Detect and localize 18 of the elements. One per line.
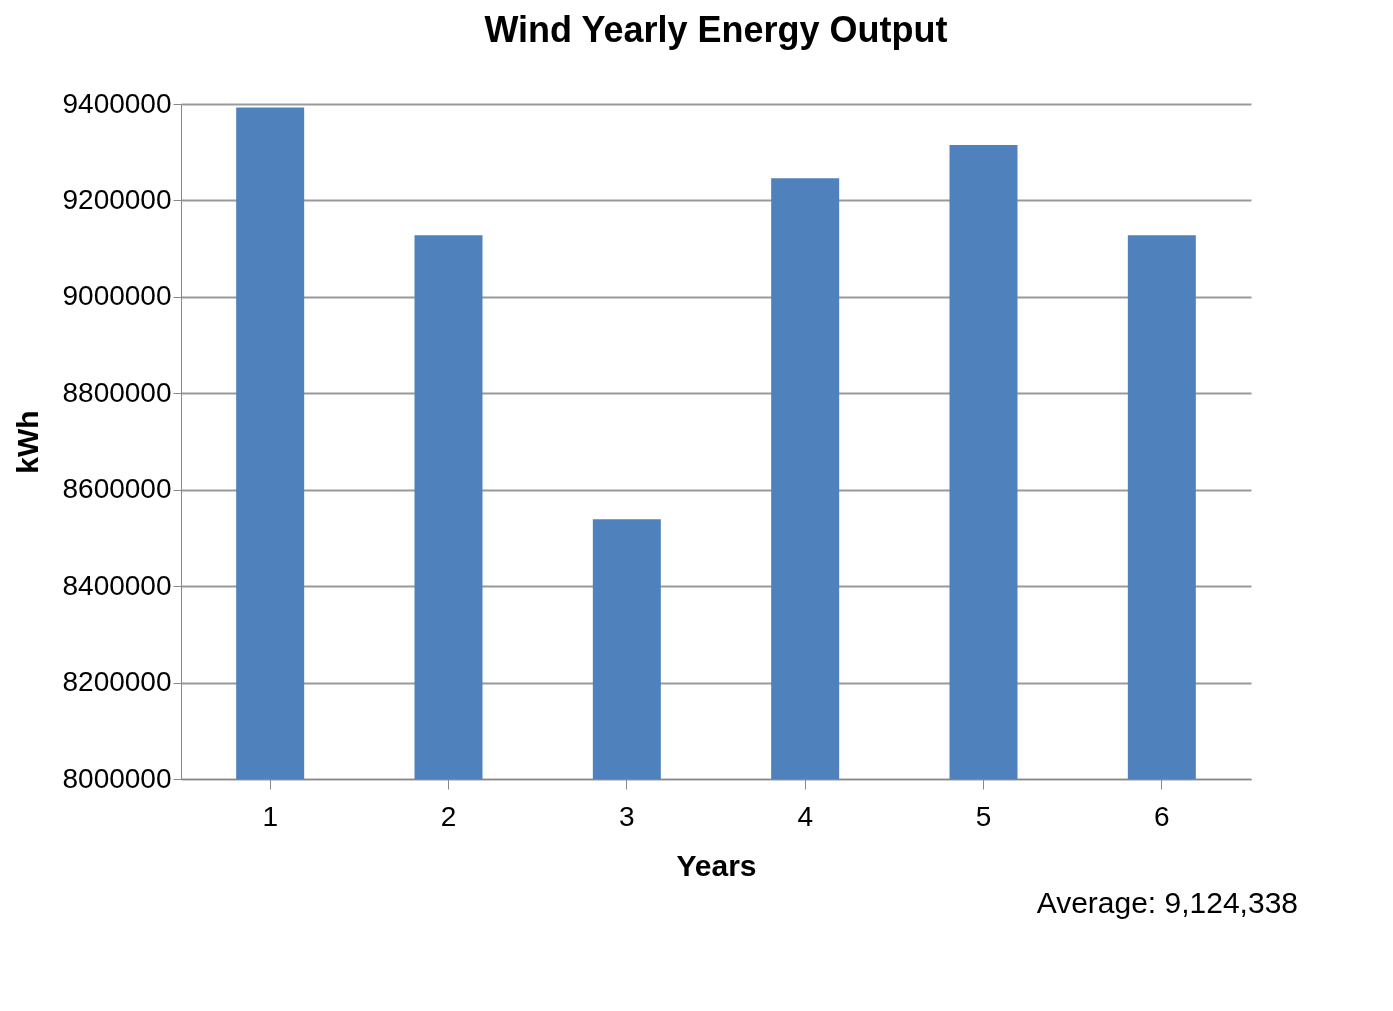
- y-tick-label: 8200000: [62, 666, 172, 698]
- x-axis-title: Years: [676, 848, 757, 882]
- y-tick-label: 9400000: [62, 87, 172, 119]
- x-tick-label: 4: [797, 800, 813, 832]
- y-tick-label: 8000000: [62, 762, 172, 794]
- x-tick-label: 3: [619, 800, 635, 832]
- y-tick-label: 8800000: [62, 376, 172, 408]
- y-tick-label: 8600000: [62, 473, 172, 505]
- text: Average: 9,124,338: [1035, 886, 1298, 920]
- y-tick-label: 8400000: [62, 569, 172, 601]
- chart-title: Wind Yearly Energy Output: [484, 9, 948, 50]
- y-tick-label: 9200000: [62, 183, 172, 215]
- x-tick-label: 5: [975, 800, 992, 832]
- y-axis-title: kWh: [11, 410, 45, 474]
- x-tick-label: 2: [440, 800, 457, 832]
- y-tick-label: 9000000: [62, 280, 172, 312]
- x-tick-label: 6: [1154, 800, 1170, 832]
- x-tick-label: 1: [262, 800, 278, 832]
